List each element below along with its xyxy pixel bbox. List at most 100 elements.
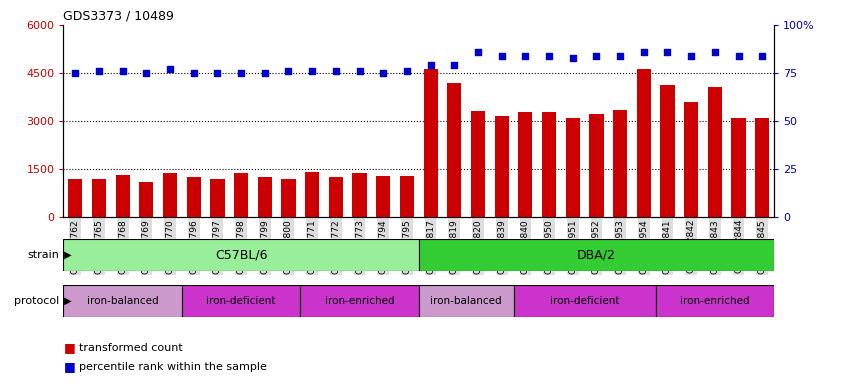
Text: GSM262762: GSM262762 (71, 219, 80, 273)
Point (613, 53, 627, 59)
Bar (63, 239, 419, 271)
Text: GSM262797: GSM262797 (213, 219, 222, 274)
Point (400, 68, 414, 74)
Text: GSM262768: GSM262768 (118, 219, 127, 274)
Point (211, 70, 224, 76)
Point (684, 53, 698, 59)
Text: GSM262819: GSM262819 (450, 219, 459, 274)
Text: iron-balanced: iron-balanced (87, 296, 158, 306)
Bar (211, 179, 224, 217)
Bar (282, 179, 295, 217)
Point (424, 62, 437, 68)
Bar (234, 174, 248, 217)
Text: iron-deficient: iron-deficient (550, 296, 619, 306)
Bar (755, 118, 769, 217)
Bar (116, 175, 129, 217)
Bar (400, 176, 414, 217)
Text: GSM262765: GSM262765 (95, 219, 103, 274)
Text: GSM262844: GSM262844 (734, 219, 743, 273)
Text: GSM262799: GSM262799 (261, 219, 269, 274)
Bar (187, 177, 201, 217)
Text: GSM262794: GSM262794 (379, 219, 387, 273)
Text: ■: ■ (63, 360, 75, 373)
Bar (258, 177, 272, 217)
Text: iron-deficient: iron-deficient (206, 296, 276, 306)
Bar (163, 174, 177, 217)
Point (140, 70, 153, 76)
Bar (353, 174, 366, 217)
Point (69, 70, 82, 76)
Point (519, 53, 532, 59)
Point (495, 53, 508, 59)
Point (282, 68, 295, 74)
Text: iron-balanced: iron-balanced (431, 296, 502, 306)
Bar (419, 285, 514, 317)
Text: GSM262842: GSM262842 (687, 219, 695, 273)
Bar (514, 285, 656, 317)
Bar (419, 239, 774, 271)
Text: GSM262800: GSM262800 (284, 219, 293, 274)
Point (566, 55, 580, 61)
Bar (63, 285, 182, 317)
Text: GSM262817: GSM262817 (426, 219, 435, 274)
Point (329, 68, 343, 74)
Text: protocol: protocol (14, 296, 59, 306)
Text: GSM262845: GSM262845 (758, 219, 766, 273)
Point (542, 53, 556, 59)
Bar (613, 111, 627, 217)
Text: GSM262772: GSM262772 (332, 219, 340, 273)
Text: DBA/2: DBA/2 (577, 248, 616, 262)
Text: transformed count: transformed count (79, 343, 183, 353)
Text: GSM262951: GSM262951 (569, 219, 577, 274)
Text: percentile rank within the sample: percentile rank within the sample (79, 362, 266, 372)
Bar (182, 285, 300, 317)
Bar (69, 179, 82, 217)
Text: GSM262843: GSM262843 (711, 219, 719, 273)
Point (661, 49, 674, 55)
Point (353, 68, 366, 74)
Text: GSM262839: GSM262839 (497, 219, 506, 274)
Text: GSM262773: GSM262773 (355, 219, 364, 274)
Text: GDS3373 / 10489: GDS3373 / 10489 (63, 10, 174, 23)
Text: GSM262771: GSM262771 (308, 219, 316, 274)
Bar (92, 179, 106, 217)
Point (376, 70, 390, 76)
Bar (424, 69, 437, 217)
Bar (637, 69, 651, 217)
Text: GSM262795: GSM262795 (403, 219, 411, 274)
Point (637, 49, 651, 55)
Point (708, 49, 722, 55)
Text: GSM262953: GSM262953 (616, 219, 624, 274)
Point (163, 66, 177, 72)
Text: GSM262840: GSM262840 (521, 219, 530, 273)
Point (755, 53, 769, 59)
Text: C57BL/6: C57BL/6 (215, 248, 267, 262)
Bar (519, 112, 532, 217)
Text: GSM262770: GSM262770 (166, 219, 174, 274)
Text: GSM262954: GSM262954 (640, 219, 648, 273)
Text: GSM262952: GSM262952 (592, 219, 601, 273)
Bar (495, 116, 508, 217)
Bar (300, 285, 419, 317)
Bar (305, 172, 319, 217)
Text: GSM262769: GSM262769 (142, 219, 151, 274)
Text: GSM262841: GSM262841 (663, 219, 672, 273)
Bar (656, 285, 774, 317)
Point (258, 70, 272, 76)
Bar (732, 118, 745, 217)
Point (187, 70, 201, 76)
Point (732, 53, 745, 59)
Text: GSM262796: GSM262796 (190, 219, 198, 274)
Bar (661, 85, 674, 217)
Bar (140, 182, 153, 217)
Point (305, 68, 319, 74)
Bar (471, 111, 485, 217)
Point (590, 53, 603, 59)
Bar (684, 103, 698, 217)
Bar (448, 83, 461, 217)
Text: iron-enriched: iron-enriched (680, 296, 750, 306)
Text: strain: strain (27, 250, 59, 260)
Text: ▶: ▶ (61, 296, 72, 306)
Point (471, 49, 485, 55)
Text: iron-enriched: iron-enriched (325, 296, 394, 306)
